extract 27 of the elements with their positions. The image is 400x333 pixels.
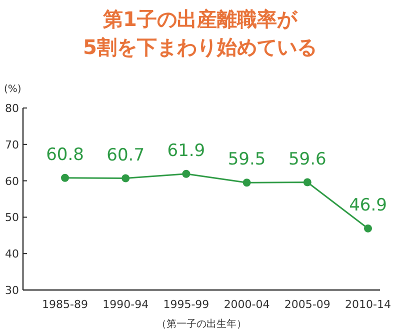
x-tick-label: 1990-94: [102, 298, 149, 311]
y-tick-label: 40: [5, 248, 19, 261]
chart-title: 第1子の出産離職率が 5割を下まわり始めている: [83, 7, 317, 59]
x-tick-label: 2010-14: [345, 298, 391, 311]
point: [61, 174, 69, 182]
point: [122, 174, 130, 182]
point: [364, 224, 372, 232]
point: [242, 178, 251, 187]
y-tick-label: 80: [5, 102, 19, 115]
data-label: 61.9: [167, 140, 206, 161]
data-label: 59.6: [288, 149, 326, 170]
x-tick-label: 2000-04: [224, 298, 270, 311]
y-tick-label: 50: [5, 211, 19, 224]
point: [182, 170, 190, 178]
point: [303, 178, 312, 186]
x-tick-label: 2005-09: [284, 298, 330, 311]
x-axis-title: （第一子の出生年）: [156, 318, 246, 330]
y-tick-label: 60: [5, 174, 19, 188]
y-tick-label: 30: [5, 284, 19, 297]
y-axis-title: (%): [4, 84, 22, 95]
x-tick-label: 1985-89: [42, 298, 88, 311]
data-label: 60.7: [106, 145, 145, 166]
x-tick-label: 1995-99: [163, 298, 210, 311]
data-label: 46.9: [349, 195, 387, 216]
data-label: 60.8: [46, 144, 84, 165]
data-label: 59.5: [228, 150, 266, 170]
y-tick-label: 70: [5, 138, 19, 152]
